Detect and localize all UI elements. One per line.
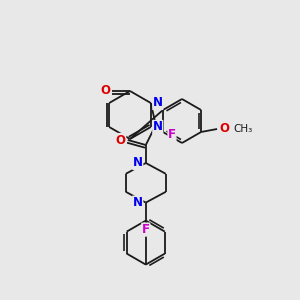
Text: N: N	[153, 97, 163, 110]
Text: N: N	[133, 157, 143, 169]
Text: N: N	[133, 196, 143, 209]
Text: F: F	[142, 223, 150, 236]
Text: CH₃: CH₃	[233, 124, 252, 134]
Text: F: F	[168, 128, 176, 142]
Text: O: O	[116, 134, 126, 146]
Text: O: O	[219, 122, 229, 136]
Text: O: O	[100, 85, 110, 98]
Text: N: N	[153, 121, 163, 134]
